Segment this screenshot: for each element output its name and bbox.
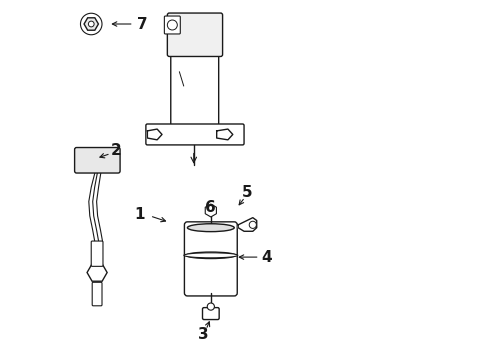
- FancyBboxPatch shape: [202, 307, 219, 320]
- Ellipse shape: [184, 253, 238, 258]
- Circle shape: [206, 206, 216, 215]
- FancyBboxPatch shape: [146, 124, 244, 145]
- Text: 5: 5: [242, 185, 253, 200]
- Text: 4: 4: [262, 249, 272, 265]
- Ellipse shape: [187, 224, 234, 231]
- FancyBboxPatch shape: [171, 52, 219, 127]
- FancyBboxPatch shape: [74, 148, 120, 173]
- Circle shape: [207, 303, 215, 310]
- Polygon shape: [238, 218, 257, 231]
- Circle shape: [249, 221, 256, 228]
- FancyBboxPatch shape: [164, 16, 180, 34]
- Text: 7: 7: [137, 17, 148, 32]
- Text: 6: 6: [205, 201, 216, 216]
- Ellipse shape: [186, 252, 235, 258]
- Polygon shape: [147, 129, 162, 140]
- Text: 1: 1: [135, 207, 146, 221]
- Circle shape: [168, 20, 177, 30]
- FancyBboxPatch shape: [184, 222, 237, 296]
- Polygon shape: [217, 129, 233, 140]
- Circle shape: [88, 21, 94, 27]
- Circle shape: [80, 13, 102, 35]
- Text: 2: 2: [110, 143, 121, 158]
- FancyBboxPatch shape: [91, 241, 103, 266]
- Text: 3: 3: [198, 327, 209, 342]
- FancyBboxPatch shape: [168, 13, 222, 57]
- FancyBboxPatch shape: [92, 282, 102, 306]
